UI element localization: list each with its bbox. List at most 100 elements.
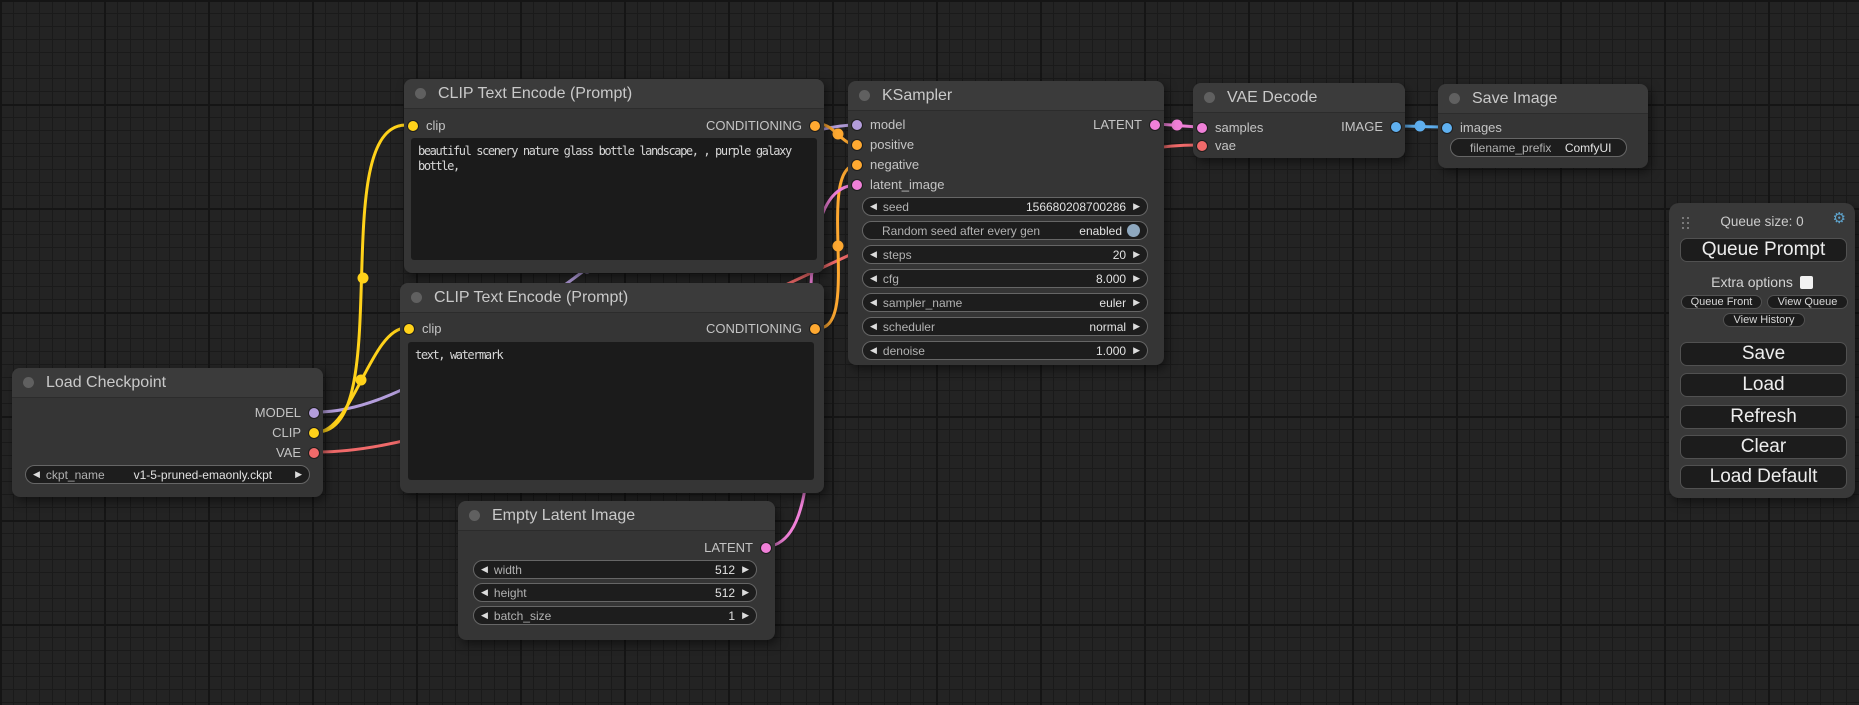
output-model[interactable]: MODEL (255, 403, 323, 422)
decrement-arrow-icon[interactable]: ◀ (870, 297, 877, 307)
output-clip[interactable]: CLIP (272, 423, 323, 442)
conditioning-port-icon[interactable] (810, 120, 820, 131)
load-button[interactable]: Load (1680, 373, 1847, 397)
collapse-toggle-icon[interactable] (1204, 92, 1215, 103)
node-titlebar[interactable]: KSampler (848, 81, 1164, 111)
output-latent[interactable]: LATENT (704, 538, 775, 557)
refresh-button[interactable]: Refresh (1680, 405, 1847, 429)
node-save-image[interactable]: Save Image images filename_prefix ComfyU… (1438, 84, 1648, 168)
collapse-toggle-icon[interactable] (469, 510, 480, 521)
queue-panel[interactable]: Queue size: 0 ⚙ Queue Prompt Extra optio… (1669, 203, 1855, 498)
decrement-arrow-icon[interactable]: ◀ (870, 201, 877, 211)
widget-batch-size[interactable]: ◀ batch_size 1 ▶ (473, 606, 757, 625)
node-titlebar[interactable]: Load Checkpoint (12, 368, 323, 398)
widget-cfg[interactable]: ◀ cfg 8.000 ▶ (862, 269, 1148, 288)
collapse-toggle-icon[interactable] (1449, 93, 1460, 104)
node-load-checkpoint[interactable]: Load Checkpoint MODEL CLIP VAE ◀ ckpt_na… (12, 368, 323, 497)
input-positive[interactable]: positive (848, 135, 914, 154)
increment-arrow-icon[interactable]: ▶ (742, 610, 749, 620)
input-clip[interactable]: clip (404, 116, 446, 135)
node-vae-decode[interactable]: VAE Decode samples vae IMAGE (1193, 83, 1405, 158)
increment-arrow-icon[interactable]: ▶ (295, 469, 302, 479)
extra-options-checkbox[interactable] (1799, 275, 1813, 289)
increment-arrow-icon[interactable]: ▶ (742, 587, 749, 597)
increment-arrow-icon[interactable]: ▶ (1133, 249, 1140, 259)
latent-port-icon[interactable] (1150, 119, 1160, 130)
widget-random-seed-toggle[interactable]: Random seed after every gen enabled (862, 221, 1148, 240)
node-empty-latent-image[interactable]: Empty Latent Image LATENT ◀ width 512 ▶ … (458, 501, 775, 640)
conditioning-port-icon[interactable] (852, 159, 862, 170)
toggle-circle-icon[interactable] (1127, 224, 1140, 237)
view-queue-button[interactable]: View Queue (1767, 295, 1848, 309)
widget-scheduler[interactable]: ◀ scheduler normal ▶ (862, 317, 1148, 336)
conditioning-port-icon[interactable] (852, 139, 862, 150)
collapse-toggle-icon[interactable] (415, 88, 426, 99)
collapse-toggle-icon[interactable] (23, 377, 34, 388)
node-clip-text-encode-negative[interactable]: CLIP Text Encode (Prompt) clip CONDITION… (400, 283, 824, 493)
drag-handle-icon[interactable] (1682, 217, 1684, 219)
decrement-arrow-icon[interactable]: ◀ (33, 469, 40, 479)
clip-port-icon[interactable] (404, 323, 414, 334)
conditioning-port-icon[interactable] (810, 323, 820, 334)
increment-arrow-icon[interactable]: ▶ (1133, 297, 1140, 307)
decrement-arrow-icon[interactable]: ◀ (870, 249, 877, 259)
settings-gear-icon[interactable]: ⚙ (1832, 210, 1846, 227)
input-images[interactable]: images (1438, 118, 1502, 137)
input-negative[interactable]: negative (848, 155, 919, 174)
widget-filename-prefix[interactable]: filename_prefix ComfyUI (1450, 138, 1627, 157)
latent-port-icon[interactable] (852, 179, 862, 190)
widget-seed[interactable]: ◀ seed 156680208700286 ▶ (862, 197, 1148, 216)
node-titlebar[interactable]: CLIP Text Encode (Prompt) (404, 79, 824, 109)
increment-arrow-icon[interactable]: ▶ (1133, 273, 1140, 283)
widget-width[interactable]: ◀ width 512 ▶ (473, 560, 757, 579)
load-default-button[interactable]: Load Default (1680, 465, 1847, 489)
increment-arrow-icon[interactable]: ▶ (742, 564, 749, 574)
queue-prompt-button[interactable]: Queue Prompt (1680, 238, 1847, 262)
widget-denoise[interactable]: ◀ denoise 1.000 ▶ (862, 341, 1148, 360)
decrement-arrow-icon[interactable]: ◀ (870, 273, 877, 283)
image-port-icon[interactable] (1442, 122, 1452, 133)
clear-button[interactable]: Clear (1680, 435, 1847, 459)
decrement-arrow-icon[interactable]: ◀ (481, 610, 488, 620)
node-clip-text-encode-positive[interactable]: CLIP Text Encode (Prompt) clip CONDITION… (404, 79, 824, 273)
increment-arrow-icon[interactable]: ▶ (1133, 345, 1140, 355)
latent-port-icon[interactable] (1197, 122, 1207, 133)
vae-port-icon[interactable] (309, 447, 319, 458)
vae-port-icon[interactable] (1197, 140, 1207, 151)
decrement-arrow-icon[interactable]: ◀ (870, 345, 877, 355)
decrement-arrow-icon[interactable]: ◀ (481, 587, 488, 597)
output-image[interactable]: IMAGE (1341, 117, 1405, 136)
output-conditioning[interactable]: CONDITIONING (706, 319, 824, 338)
model-port-icon[interactable] (852, 119, 862, 130)
output-conditioning[interactable]: CONDITIONING (706, 116, 824, 135)
queue-front-button[interactable]: Queue Front (1681, 295, 1762, 309)
input-model[interactable]: model (848, 115, 905, 134)
decrement-arrow-icon[interactable]: ◀ (870, 321, 877, 331)
input-vae[interactable]: vae (1193, 136, 1236, 155)
widget-steps[interactable]: ◀ steps 20 ▶ (862, 245, 1148, 264)
increment-arrow-icon[interactable]: ▶ (1133, 321, 1140, 331)
collapse-toggle-icon[interactable] (859, 90, 870, 101)
output-latent[interactable]: LATENT (1093, 115, 1164, 134)
widget-ckpt-name[interactable]: ◀ ckpt_name v1-5-pruned-emaonly.ckpt ▶ (25, 465, 310, 484)
increment-arrow-icon[interactable]: ▶ (1133, 201, 1140, 211)
save-button[interactable]: Save (1680, 342, 1847, 366)
model-port-icon[interactable] (309, 407, 319, 418)
node-titlebar[interactable]: Save Image (1438, 84, 1648, 114)
output-vae[interactable]: VAE (276, 443, 323, 462)
prompt-text-input[interactable]: text, watermark (408, 342, 814, 480)
clip-port-icon[interactable] (309, 427, 319, 438)
node-titlebar[interactable]: VAE Decode (1193, 83, 1405, 113)
collapse-toggle-icon[interactable] (411, 292, 422, 303)
decrement-arrow-icon[interactable]: ◀ (481, 564, 488, 574)
input-latent-image[interactable]: latent_image (848, 175, 944, 194)
view-history-button[interactable]: View History (1723, 313, 1805, 327)
widget-height[interactable]: ◀ height 512 ▶ (473, 583, 757, 602)
latent-port-icon[interactable] (761, 542, 771, 553)
node-titlebar[interactable]: Empty Latent Image (458, 501, 775, 531)
prompt-text-input[interactable]: beautiful scenery nature glass bottle la… (411, 138, 817, 260)
input-samples[interactable]: samples (1193, 118, 1263, 137)
clip-port-icon[interactable] (408, 120, 418, 131)
input-clip[interactable]: clip (400, 319, 442, 338)
